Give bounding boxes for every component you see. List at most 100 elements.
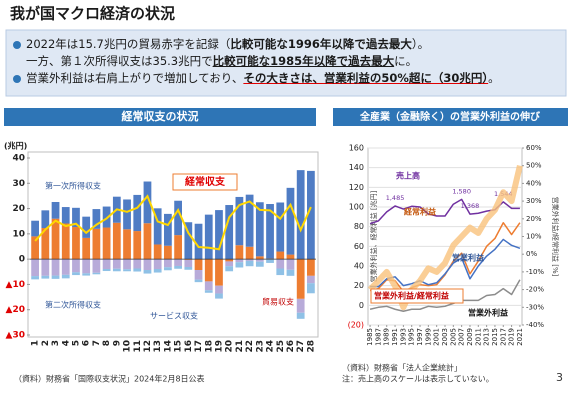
- bar-segment: [31, 276, 39, 280]
- bar-segment: [255, 261, 264, 267]
- y-tick-label: 30: [12, 179, 25, 189]
- x-tick-label: 2001: [433, 328, 441, 346]
- page-number: 3: [556, 371, 563, 384]
- y-tick-label: ▲30: [6, 331, 25, 341]
- bar-segment: [41, 228, 50, 260]
- bar-segment: [194, 270, 203, 280]
- text: ）。: [411, 37, 430, 51]
- x-tick-label: 1997: [416, 328, 424, 346]
- bar-segment: [51, 201, 60, 219]
- y-axis-label: 営業外利益、経常利益 [兆円]: [369, 190, 378, 282]
- text: 。: [488, 71, 500, 85]
- x-tick-label: 11: [133, 340, 143, 353]
- bar-segment: [225, 266, 234, 272]
- bar-segment: [174, 235, 182, 260]
- panel-header: [333, 108, 568, 126]
- x-tick-label: 2011: [474, 328, 482, 346]
- x-tick-label: 27: [296, 340, 306, 353]
- y2-tick-label: -10%: [526, 268, 544, 276]
- bar-segment: [204, 290, 213, 293]
- bar-segment: [194, 223, 203, 260]
- bar-segment: [112, 222, 121, 260]
- bar-segment: [204, 214, 213, 260]
- y2-tick-label: -40%: [526, 321, 544, 329]
- bar-segment: [92, 259, 101, 273]
- text: 営業外利益は右肩上がりで増加しており、: [26, 71, 244, 85]
- x-tick-label: 2: [41, 340, 51, 346]
- panel-header: [4, 108, 316, 126]
- chart-title: 全産業（金融除く）の営業外利益の伸び: [359, 110, 540, 123]
- x-tick-label: 7: [92, 340, 102, 346]
- bar-segment: [194, 259, 203, 271]
- text: その大きさは、営業利益の50%超に（30兆円）: [243, 71, 489, 85]
- bar-segment: [92, 272, 101, 275]
- bar-segment: [225, 205, 234, 260]
- bar-segment: [307, 170, 315, 260]
- text: に。: [394, 54, 418, 68]
- bar-segment: [276, 259, 285, 269]
- series-label: サービス収支: [150, 311, 198, 321]
- bar-segment: [164, 245, 172, 260]
- bar-segment: [31, 236, 39, 260]
- bar-segment: [194, 279, 203, 283]
- bar-segment: [102, 227, 111, 260]
- summary: 2022年は15.7兆円の貿易赤字を記録（比較可能な1996年以降で過去最大）。…: [26, 36, 566, 87]
- bar-segment: [276, 251, 285, 260]
- text: 比較可能な1985年以降で過去最大: [212, 54, 395, 68]
- y2-axis-label: 営業外利益/経常利益 [%]: [551, 197, 560, 277]
- bar-segment: [51, 259, 60, 276]
- bar-segment: [72, 227, 80, 260]
- bar-segment: [123, 269, 131, 272]
- bar-segment: [72, 207, 80, 228]
- source-note: （資料）財務省「国際収支状況」2024年2月8日公表: [14, 374, 205, 384]
- bar-segment: [41, 275, 50, 279]
- bar-segment: [307, 259, 315, 276]
- x-tick-label: 2017: [499, 328, 507, 346]
- y2-tick-label: -20%: [526, 286, 544, 294]
- bar-segment: [296, 298, 305, 313]
- bar-segment: [92, 228, 101, 260]
- bar-segment: [102, 259, 111, 270]
- x-tick-label: 21: [235, 340, 245, 353]
- bar-segment: [174, 265, 182, 269]
- bar-segment: [31, 220, 39, 237]
- source-note: （資料）財務省「法人企業統計」: [342, 363, 462, 373]
- bar-segment: [61, 274, 70, 279]
- x-tick-label: 15: [174, 340, 184, 353]
- bullet-dot: [13, 75, 21, 83]
- data-label: 1,580: [452, 187, 471, 195]
- slide-title: 我が国マクロ経済の状況: [10, 5, 175, 23]
- y2-tick-label: 60%: [526, 144, 542, 152]
- bar-segment: [266, 259, 274, 263]
- bar-segment: [143, 259, 152, 271]
- y-tick-label: 120: [349, 183, 364, 192]
- bar-segment: [184, 259, 193, 267]
- bullet-dot: [13, 41, 21, 49]
- bar-segment: [133, 194, 142, 232]
- x-tick-label: 12: [143, 340, 153, 353]
- bar-segment: [296, 170, 305, 260]
- series-label: 売上高: [396, 171, 420, 181]
- y-tick-label: 0: [19, 255, 25, 265]
- x-tick-label: 1989: [383, 328, 391, 346]
- bar-segment: [143, 181, 152, 224]
- bar-segment: [215, 293, 223, 299]
- bar-segment: [153, 259, 162, 270]
- bar-segment: [174, 259, 182, 266]
- bar-segment: [296, 312, 305, 319]
- bar-segment: [296, 259, 305, 299]
- bar-segment: [164, 267, 172, 271]
- x-tick-label: 1: [31, 340, 41, 346]
- x-tick-label: 3: [51, 340, 61, 346]
- y-tick-label: 160: [349, 144, 364, 153]
- bar-segment: [123, 229, 131, 260]
- bar-segment: [215, 285, 223, 294]
- line-series: [370, 238, 521, 288]
- bar-segment: [82, 259, 91, 274]
- line-series: [34, 194, 312, 251]
- x-tick-label: 8: [102, 340, 112, 346]
- series-label: 経常利益: [404, 207, 436, 217]
- x-tick-label: 2019: [508, 328, 516, 346]
- bar-segment: [225, 259, 234, 262]
